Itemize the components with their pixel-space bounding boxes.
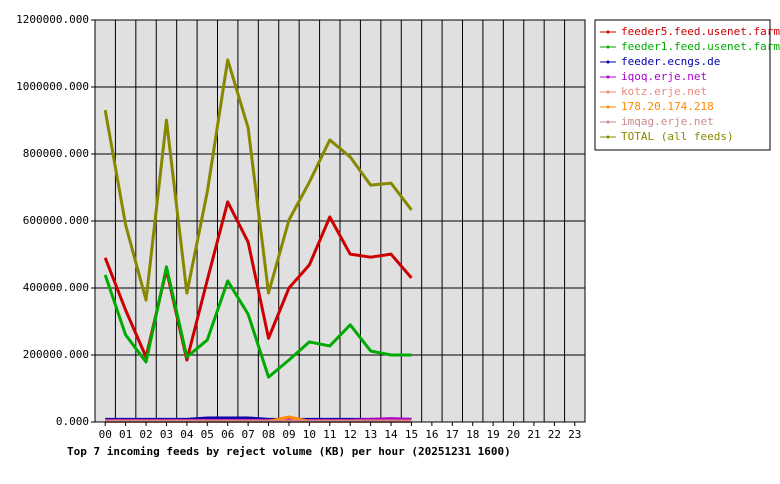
legend-marker xyxy=(606,60,610,64)
x-tick-label: 13 xyxy=(364,428,377,441)
legend-label: iqoq.erje.net xyxy=(621,70,707,83)
legend-marker xyxy=(606,75,610,79)
chart-title: Top 7 incoming feeds by reject volume (K… xyxy=(67,445,511,458)
x-tick-label: 22 xyxy=(548,428,561,441)
legend-marker xyxy=(606,30,610,34)
grid xyxy=(95,19,585,423)
legend: feeder5.feed.usenet.farm feeder1.feed.use… xyxy=(600,25,780,143)
x-tick-label: 09 xyxy=(282,428,295,441)
x-tick-label: 06 xyxy=(221,428,234,441)
legend-box xyxy=(594,19,771,151)
y-tick-label: 800000.000 xyxy=(23,147,89,160)
x-tick-label: 14 xyxy=(384,428,398,441)
legend-marker xyxy=(606,120,610,124)
legend-label: feeder5.feed.usenet.farm xyxy=(621,25,780,38)
legend-label: 178.20.174.218 xyxy=(621,100,714,113)
legend-marker xyxy=(606,105,610,109)
legend-label: feeder1.feed.usenet.farm xyxy=(621,40,780,53)
x-tick-label: 18 xyxy=(466,428,479,441)
series-line xyxy=(103,58,413,302)
x-tick-label: 08 xyxy=(262,428,275,441)
x-tick-label: 17 xyxy=(446,428,459,441)
y-tick-label: 200000.000 xyxy=(23,348,89,361)
x-tick-label: 04 xyxy=(180,428,194,441)
y-tick-label: 0.000 xyxy=(56,415,89,428)
x-tick-label: 16 xyxy=(425,428,438,441)
x-tick-label: 00 xyxy=(99,428,112,441)
lines xyxy=(103,58,413,423)
legend-marker xyxy=(606,90,610,94)
series-line xyxy=(103,265,412,379)
x-tick-label: 15 xyxy=(405,428,418,441)
x-tick-label: 10 xyxy=(303,428,316,441)
y-tick-label: 600000.000 xyxy=(23,214,89,227)
x-tick-label: 21 xyxy=(527,428,540,441)
legend-label: feeder.ecngs.de xyxy=(621,55,720,68)
axes: 0.000 200000.000 400000.000 600000.000 80000… xyxy=(16,13,581,441)
x-tick-label: 23 xyxy=(568,428,581,441)
x-tick-label: 01 xyxy=(119,428,132,441)
legend-label: imqag.erje.net xyxy=(621,115,714,128)
y-tick-label: 1000000.000 xyxy=(16,80,89,93)
x-tick-label: 12 xyxy=(344,428,357,441)
y-tick-label: 1200000.000 xyxy=(16,13,89,26)
x-tick-label: 03 xyxy=(160,428,173,441)
x-tick-label: 11 xyxy=(323,428,336,441)
x-tick-label: 05 xyxy=(201,428,214,441)
legend-label: TOTAL (all feeds) xyxy=(621,130,734,143)
legend-label: kotz.erje.net xyxy=(621,85,707,98)
x-tick-label: 20 xyxy=(507,428,520,441)
x-tick-label: 02 xyxy=(139,428,152,441)
legend-marker xyxy=(606,45,610,49)
legend-marker xyxy=(606,135,610,139)
y-tick-label: 400000.000 xyxy=(23,281,89,294)
x-tick-label: 07 xyxy=(242,428,255,441)
x-tick-label: 19 xyxy=(487,428,500,441)
